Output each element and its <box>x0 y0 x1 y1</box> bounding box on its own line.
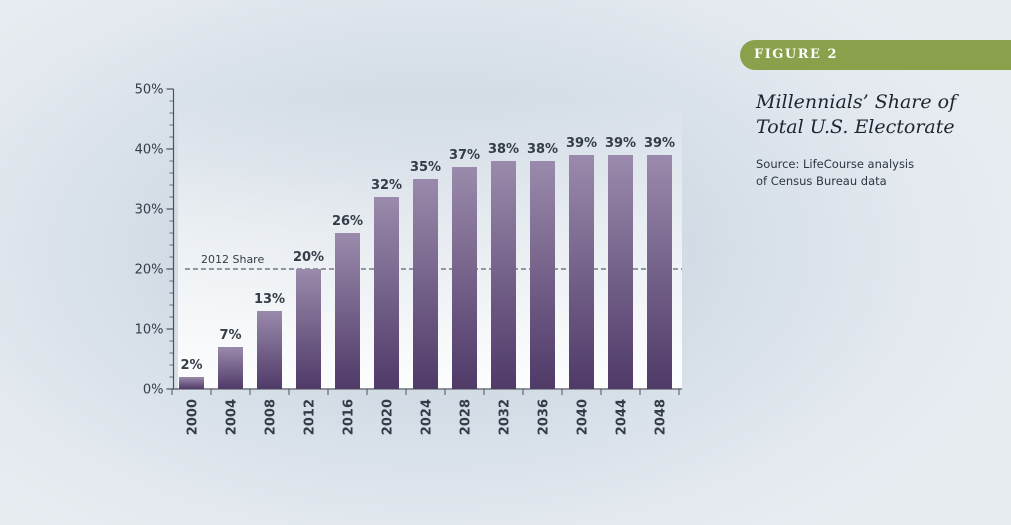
bar-value-label: 32% <box>371 178 402 193</box>
bar-value-label: 39% <box>644 136 675 151</box>
bar-value-label: 26% <box>332 214 363 229</box>
y-tick-label: 50% <box>135 83 164 98</box>
bar-value-label: 7% <box>219 328 241 343</box>
x-tick-label: 2008 <box>264 399 279 435</box>
x-tick-label: 2016 <box>342 399 357 435</box>
bar-2044 <box>608 155 633 389</box>
bar-2000 <box>179 377 204 389</box>
bar-2040 <box>569 155 594 389</box>
x-tick-label: 2032 <box>498 399 513 435</box>
y-tick-label: 30% <box>135 203 164 218</box>
bar-value-label: 38% <box>488 142 519 157</box>
x-tick-label: 2040 <box>576 399 591 435</box>
bar-2048 <box>647 155 672 389</box>
x-tick-label: 2036 <box>537 399 552 435</box>
x-tick-label: 2012 <box>303 399 318 435</box>
bar-2020 <box>374 197 399 389</box>
bar-value-label: 13% <box>254 292 285 307</box>
x-tick-label: 2048 <box>654 399 669 435</box>
bar-value-label: 38% <box>527 142 558 157</box>
bar-value-label: 35% <box>410 160 441 175</box>
reference-line-label: 2012 Share <box>201 253 264 266</box>
bar-2032 <box>491 161 516 389</box>
y-tick-label: 20% <box>135 263 164 278</box>
y-tick-label: 40% <box>135 143 164 158</box>
figure-source: Source: LifeCourse analysis of Census Bu… <box>756 156 996 190</box>
bar-value-label: 20% <box>293 250 324 265</box>
x-tick-label: 2000 <box>186 399 201 435</box>
x-tick-label: 2020 <box>381 399 396 435</box>
figure-source-line-1: Source: LifeCourse analysis <box>756 157 915 171</box>
bar-value-label: 2% <box>180 358 202 373</box>
x-tick-label: 2004 <box>225 399 240 435</box>
x-tick-label: 2028 <box>459 399 474 435</box>
figure-title-line-1: Millennials’ Share of <box>756 91 957 113</box>
bar-2028 <box>452 167 477 389</box>
bar-2012 <box>296 269 321 389</box>
bar-value-label: 37% <box>449 148 480 163</box>
bar-value-label: 39% <box>605 136 636 151</box>
bar-2008 <box>257 311 282 389</box>
x-axis-labels: 2000 2004 2008 2012 2016 2020 2024 2028 2032 2036… <box>186 399 669 435</box>
bar-2036 <box>530 161 555 389</box>
x-tick-label: 2024 <box>420 399 435 435</box>
y-tick-label: 0% <box>143 383 164 398</box>
bar-2004 <box>218 347 243 389</box>
y-tick-label: 10% <box>135 323 164 338</box>
figure-source-line-2: of Census Bureau data <box>756 174 887 188</box>
figure-title-line-2: Total U.S. Electorate <box>756 116 955 138</box>
bars <box>179 155 672 389</box>
bar-2016 <box>335 233 360 389</box>
bar-2024 <box>413 179 438 389</box>
bar-labels: 2% 7% 13% 20% 26% 32% 35% 37% 38% 38% 39% 39% 39% <box>180 136 675 373</box>
figure-badge: FIGURE 2 <box>740 40 1011 70</box>
chart: 0%10%20%30%40%50% 2012 Share 2%7%13%20%2… <box>135 83 682 435</box>
x-tick-label: 2044 <box>615 399 630 435</box>
bar-value-label: 39% <box>566 136 597 151</box>
figure-title: Millennials’ Share of Total U.S. Elector… <box>756 90 996 140</box>
